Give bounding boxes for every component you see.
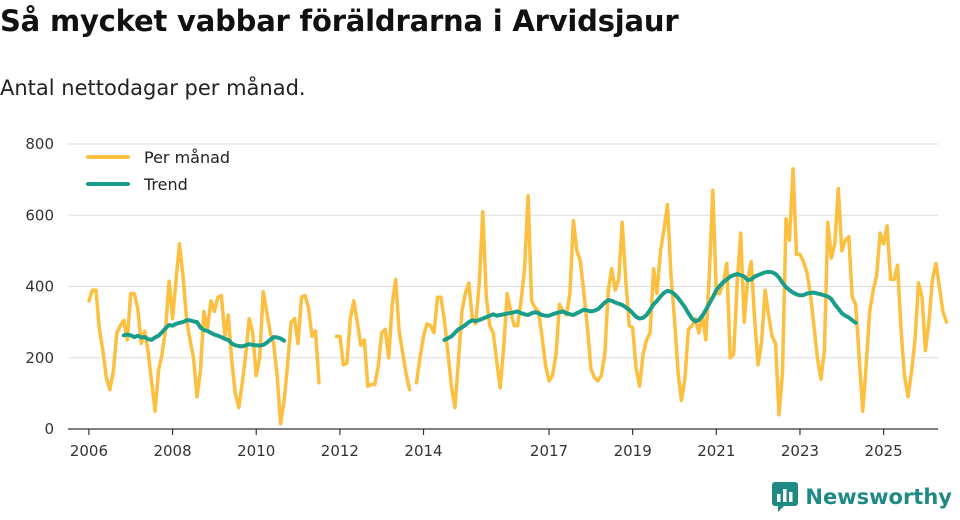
y-tick-label: 0 [44,420,54,438]
series-lines [87,167,949,426]
series-line-trend [121,318,287,349]
x-tick-label: 2010 [237,442,275,460]
y-tick-label: 400 [25,278,54,296]
x-tick-label: 2008 [153,442,191,460]
y-tick-label: 800 [25,135,54,153]
y-tick-label: 200 [25,349,54,367]
legend-label-monthly: Per månad [144,148,230,167]
x-tick-label: 2006 [70,442,108,460]
series-line-monthly [334,277,412,392]
x-tick-label: 2019 [614,442,652,460]
y-tick-label: 600 [25,206,54,224]
y-axis-ticks: 0 200 400 600 800 [25,135,54,438]
x-tick-label: 2012 [321,442,359,460]
legend-label-trend: Trend [143,175,188,194]
series-line-monthly [414,167,949,417]
x-tick-label: 2014 [404,442,442,460]
x-tick-label: 2023 [781,442,819,460]
legend: Per månad Trend [86,148,230,194]
x-tick-label: 2021 [697,442,735,460]
series-line-trend [442,269,858,342]
x-tick-label: 2017 [530,442,568,460]
newsworthy-logo-icon [772,482,799,512]
newsworthy-brand[interactable]: Newsworthy [772,482,952,512]
newsworthy-wordmark: Newsworthy [805,485,952,509]
series-line-monthly [87,242,321,426]
chart-title: Så mycket vabbar föräldrarna i Arvidsjau… [0,4,679,38]
x-tick-label: 2025 [865,442,903,460]
chart-subtitle: Antal nettodagar per månad. [0,76,306,100]
x-axis: 2006 2008 2010 2012 2014 2017 2019 2021 2023 2025 [68,428,938,460]
